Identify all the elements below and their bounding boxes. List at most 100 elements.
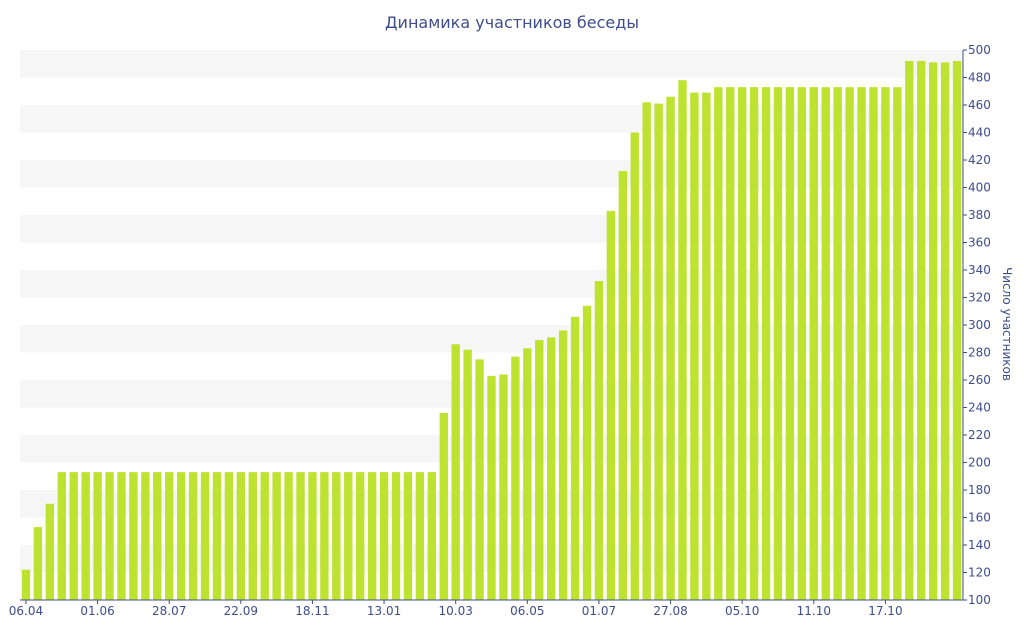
bar — [272, 472, 281, 601]
bar — [893, 87, 902, 601]
bar — [654, 103, 663, 601]
x-tick-label: 11.10 — [797, 604, 831, 618]
y-tick-label: 240 — [968, 401, 991, 415]
bar — [344, 472, 353, 601]
bar — [57, 472, 66, 601]
bar — [332, 472, 341, 601]
bar — [176, 472, 186, 601]
bar — [558, 330, 568, 600]
x-tick-label: 06.05 — [510, 604, 544, 618]
bar — [690, 92, 699, 601]
bar — [666, 96, 675, 600]
bar — [463, 349, 472, 600]
x-tick-label: 06.04 — [9, 604, 43, 618]
bar — [451, 344, 460, 600]
y-tick-label: 100 — [968, 593, 991, 607]
y-tick-label: 400 — [968, 181, 991, 195]
y-tick-label: 360 — [968, 236, 991, 250]
bar — [845, 87, 854, 601]
bar — [153, 472, 162, 601]
y-tick-label: 420 — [968, 153, 991, 167]
bar — [296, 472, 305, 601]
bar — [582, 305, 592, 600]
bars — [21, 61, 962, 601]
bar — [499, 374, 508, 600]
x-tick-label: 05.10 — [725, 604, 759, 618]
y-tick-label: 320 — [968, 291, 991, 305]
bar — [702, 92, 711, 601]
tick-labels: 100 120 140 160 180 200 220 240 260 280 300 320 340 3… — [9, 43, 991, 618]
bar — [200, 472, 210, 601]
bar — [391, 472, 401, 601]
bar — [928, 62, 938, 601]
bar — [833, 87, 842, 601]
y-tick-label: 340 — [968, 263, 991, 277]
bar — [379, 472, 389, 601]
bar — [797, 87, 807, 601]
bar — [535, 340, 544, 601]
y-tick-label: 260 — [968, 373, 991, 387]
x-tick-label: 17.10 — [868, 604, 902, 618]
bar — [439, 413, 448, 600]
bar — [21, 569, 31, 600]
y-tick-label: 180 — [968, 483, 991, 497]
x-tick-label: 10.03 — [439, 604, 473, 618]
y-axis-label: Число участников — [1000, 267, 1014, 381]
bar — [224, 472, 234, 601]
bar — [212, 472, 222, 601]
bar — [320, 472, 329, 601]
bar — [45, 503, 55, 600]
bar — [260, 472, 269, 601]
bar — [367, 472, 377, 601]
x-tick-label: 01.06 — [80, 604, 114, 618]
bar — [737, 87, 747, 601]
bar — [630, 132, 639, 600]
y-tick-label: 200 — [968, 456, 991, 470]
bar — [356, 472, 365, 601]
bar — [487, 375, 496, 601]
x-tick-label: 13.01 — [367, 604, 401, 618]
chart-title: Динамика участников беседы — [385, 13, 639, 32]
bar — [857, 87, 866, 601]
bar — [129, 472, 138, 601]
bar — [308, 472, 317, 601]
grid-band — [20, 50, 963, 78]
bar — [81, 472, 90, 601]
bar — [33, 527, 43, 601]
bar — [188, 472, 198, 601]
y-tick-label: 140 — [968, 538, 991, 552]
y-tick-label: 380 — [968, 208, 991, 222]
bar — [785, 87, 795, 601]
bar — [714, 87, 723, 601]
x-tick-label: 27.08 — [653, 604, 687, 618]
bar — [415, 472, 425, 601]
bar — [594, 281, 604, 600]
bar — [952, 61, 962, 600]
bar — [726, 87, 735, 601]
bar — [165, 472, 174, 601]
bar — [427, 472, 436, 601]
y-tick-label: 120 — [968, 566, 991, 580]
bar — [749, 87, 759, 601]
bar — [642, 102, 651, 600]
bar — [940, 62, 950, 601]
y-tick-label: 480 — [968, 71, 991, 85]
bar — [917, 61, 926, 600]
y-tick-label: 460 — [968, 98, 991, 112]
bar — [523, 348, 532, 601]
bar — [809, 87, 818, 601]
bar — [821, 87, 830, 601]
bar — [403, 472, 413, 601]
bar — [881, 87, 890, 601]
x-tick-label: 18.11 — [295, 604, 329, 618]
bar — [248, 472, 257, 601]
y-tick-label: 500 — [968, 43, 991, 57]
y-tick-label: 280 — [968, 346, 991, 360]
bar — [678, 80, 687, 600]
bar — [570, 316, 580, 600]
x-tick-label: 28.07 — [152, 604, 186, 618]
bar — [69, 472, 78, 601]
bar — [105, 472, 114, 601]
